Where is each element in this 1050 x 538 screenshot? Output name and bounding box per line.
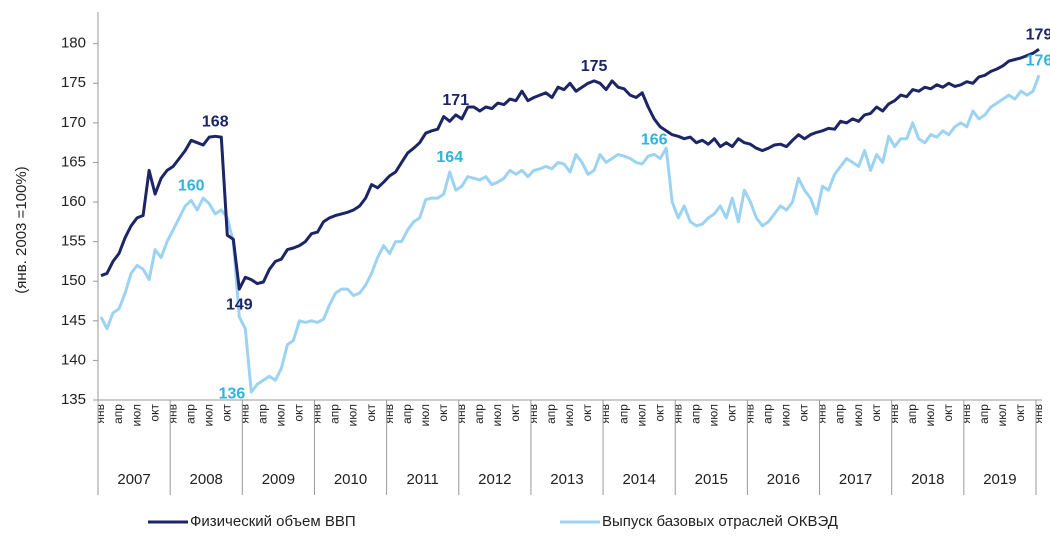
x-tick-label: апр: [833, 404, 847, 424]
x-tick-label: окт: [725, 404, 739, 422]
y-tick-label: 160: [61, 193, 86, 210]
x-tick-label: июл: [346, 404, 360, 426]
x-tick-label: окт: [941, 404, 955, 422]
y-tick-label: 175: [61, 74, 86, 91]
x-tick-label: апр: [905, 404, 919, 424]
data-label: 179: [1026, 26, 1050, 43]
x-tick-label: июл: [201, 404, 215, 426]
x-tick-label: апр: [111, 404, 125, 424]
x-tick-label: апр: [328, 404, 342, 424]
x-tick-label: янв: [93, 404, 107, 424]
x-tick-label: окт: [580, 404, 594, 422]
x-tick-label: янв: [382, 404, 396, 424]
y-tick-label: 165: [61, 153, 86, 170]
year-label: 2011: [407, 471, 439, 488]
year-label: 2012: [478, 471, 511, 488]
x-tick-label: окт: [292, 404, 306, 422]
x-tick-label: апр: [544, 404, 558, 424]
x-tick-label: апр: [977, 404, 991, 424]
x-tick-label: апр: [183, 404, 197, 424]
y-tick-label: 170: [61, 114, 86, 131]
legend-label: Выпуск базовых отраслей ОКВЭД: [602, 513, 838, 530]
y-tick-label: 150: [61, 272, 86, 289]
x-tick-label: окт: [508, 404, 522, 422]
data-label: 168: [202, 114, 229, 131]
x-tick-label: янв: [1031, 404, 1045, 424]
x-tick-label: янв: [670, 404, 684, 424]
y-tick-label: 140: [61, 351, 86, 368]
x-tick-label: янв: [526, 404, 540, 424]
x-tick-label: июл: [995, 404, 1009, 426]
year-label: 2019: [983, 471, 1016, 488]
y-tick-label: 155: [61, 233, 86, 250]
x-tick-label: окт: [219, 404, 233, 422]
x-tick-label: июл: [490, 404, 504, 426]
x-tick-label: янв: [165, 404, 179, 424]
data-label: 175: [581, 58, 608, 75]
x-tick-label: июл: [562, 404, 576, 426]
x-tick-label: янв: [815, 404, 829, 424]
x-tick-label: июл: [923, 404, 937, 426]
line: [100, 47, 1040, 291]
x-tick-label: янв: [959, 404, 973, 424]
year-label: 2015: [695, 471, 728, 488]
y-tick-label: 145: [61, 312, 86, 329]
year-label: 2013: [550, 471, 583, 488]
year-label: 2010: [334, 471, 367, 488]
x-tick-label: окт: [797, 404, 811, 422]
year-label: 2018: [911, 471, 944, 488]
year-label: 2016: [767, 471, 800, 488]
legend-label: Физический объем ВВП: [190, 513, 356, 530]
x-tick-label: апр: [472, 404, 486, 424]
year-label: 2017: [839, 471, 872, 488]
x-tick-label: янв: [310, 404, 324, 424]
x-tick-label: апр: [688, 404, 702, 424]
y-tick-label: 135: [61, 391, 86, 408]
x-tick-label: апр: [256, 404, 270, 424]
x-tick-label: янв: [887, 404, 901, 424]
line: [99, 74, 1041, 394]
x-tick-label: июл: [779, 404, 793, 426]
year-label: 2007: [117, 471, 150, 488]
x-tick-label: янв: [454, 404, 468, 424]
data-label: 171: [442, 92, 469, 109]
y-axis-label: (янв. 2003 =100%): [13, 166, 30, 293]
x-tick-label: окт: [869, 404, 883, 422]
data-label: 166: [641, 132, 668, 149]
x-tick-label: апр: [616, 404, 630, 424]
x-tick-label: апр: [400, 404, 414, 424]
year-label: 2008: [190, 471, 223, 488]
data-label: 149: [226, 296, 253, 313]
data-label: 164: [436, 149, 463, 166]
data-label: 160: [178, 178, 205, 195]
data-label: 136: [219, 385, 246, 402]
x-tick-label: июл: [706, 404, 720, 426]
x-tick-label: окт: [1013, 404, 1027, 422]
year-label: 2014: [622, 471, 655, 488]
x-tick-label: окт: [436, 404, 450, 422]
x-tick-label: июл: [129, 404, 143, 426]
x-tick-label: июл: [851, 404, 865, 426]
year-label: 2009: [262, 471, 295, 488]
x-tick-label: июл: [634, 404, 648, 426]
x-tick-label: апр: [761, 404, 775, 424]
x-tick-label: июл: [274, 404, 288, 426]
x-tick-label: янв: [743, 404, 757, 424]
x-tick-label: янв: [598, 404, 612, 424]
x-tick-label: июл: [418, 404, 432, 426]
x-tick-label: окт: [364, 404, 378, 422]
x-tick-label: янв: [237, 404, 251, 424]
y-tick-label: 180: [61, 35, 86, 52]
x-tick-label: окт: [652, 404, 666, 422]
data-label: 176: [1026, 53, 1050, 70]
x-tick-label: окт: [147, 404, 161, 422]
